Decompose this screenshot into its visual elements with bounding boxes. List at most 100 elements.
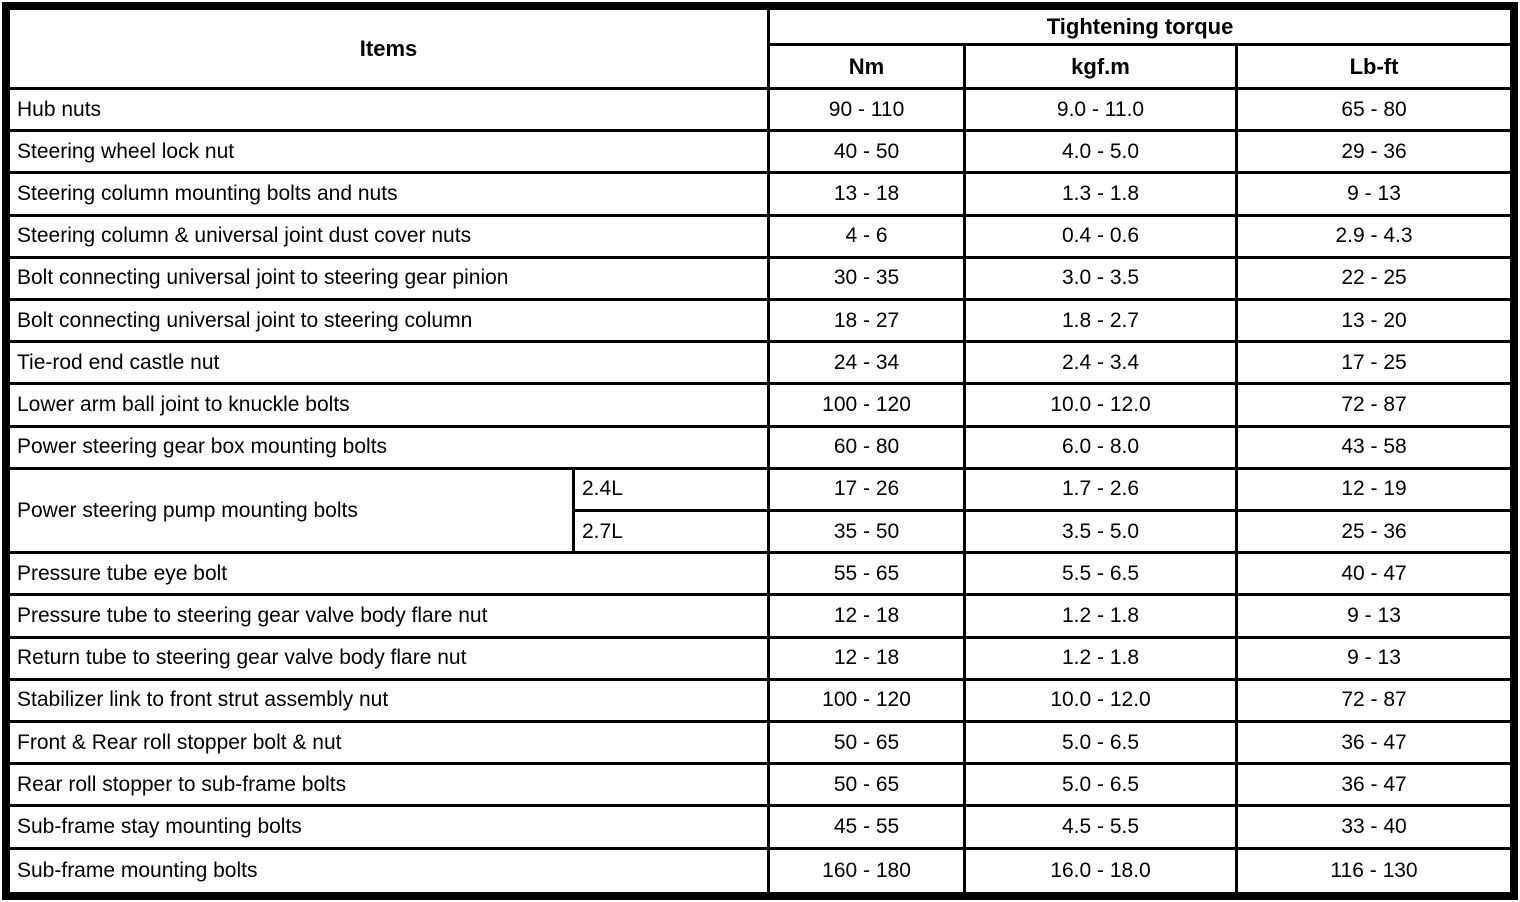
nm-value-cell: 12 - 18 <box>770 638 967 681</box>
kgfm-value-cell: 3.5 - 5.0 <box>966 512 1239 555</box>
lbft-value-cell: 9 - 13 <box>1238 639 1511 681</box>
item-cell: Bolt connecting universal joint to steer… <box>10 258 771 302</box>
nm-value-cell: 45 - 55 <box>770 807 967 850</box>
table-row: Tie-rod end castle nut 24 - 34 2.4 - 3.4… <box>10 343 1511 386</box>
lbft-value-cell: 33 - 40 <box>1238 807 1511 850</box>
item-cell: Lower arm ball joint to knuckle bolts <box>10 385 771 428</box>
kgfm-value-cell: 0.4 - 0.6 <box>966 216 1239 259</box>
nm-value-cell: 90 - 110 <box>770 90 967 133</box>
tightening-torque-header: Tightening torque <box>770 10 1511 46</box>
kgfm-value-cell: 6.0 - 8.0 <box>966 427 1239 470</box>
lbft-value-cell: 9 - 13 <box>1238 174 1511 217</box>
nm-value-cell: 160 - 180 <box>770 849 967 892</box>
table-row: Power steering gear box mounting bolts 6… <box>10 427 1511 470</box>
lbft-value-cell: 65 - 80 <box>1238 90 1511 133</box>
item-cell: Return tube to steering gear valve body … <box>10 638 771 681</box>
nm-value-cell: 100 - 120 <box>770 385 967 428</box>
table-row: Rear roll stopper to sub-frame bolts 50 … <box>10 765 1511 808</box>
nm-value-cell: 17 - 26 <box>770 469 967 513</box>
table-row: Power steering pump mounting bolts 2.4L … <box>10 469 1511 555</box>
nm-value-cell: 24 - 34 <box>770 343 967 386</box>
nm-value-cell: 4 - 6 <box>770 216 967 259</box>
nm-value-cell: 60 - 80 <box>770 427 967 470</box>
lbft-value-cell: 22 - 25 <box>1238 259 1511 302</box>
lbft-value-cell: 25 - 36 <box>1238 512 1511 555</box>
table-row: Pressure tube to steering gear valve bod… <box>10 596 1511 639</box>
kgfm-value-cell: 10.0 - 12.0 <box>966 680 1239 724</box>
item-cell: Stabilizer link to front strut assembly … <box>10 680 771 724</box>
table-row: Lower arm ball joint to knuckle bolts 10… <box>10 385 1511 428</box>
engine-variant-cell: 2.7L <box>575 512 771 555</box>
engine-variant-cell: 2.4L <box>575 469 771 513</box>
item-cell: Hub nuts <box>10 90 771 133</box>
unit-header-kgfm: kgf.m <box>966 46 1239 90</box>
item-cell: Power steering gear box mounting bolts <box>10 427 771 470</box>
item-cell: Sub-frame stay mounting bolts <box>10 807 771 850</box>
table-row: Sub-frame mounting bolts 160 - 180 16.0 … <box>10 849 1510 892</box>
lbft-value-cell: 2.9 - 4.3 <box>1238 217 1511 259</box>
kgfm-value-cell: 4.0 - 5.0 <box>966 132 1239 175</box>
lbft-value-cell: 72 - 87 <box>1238 385 1511 428</box>
kgfm-value-cell: 1.7 - 2.6 <box>966 469 1239 513</box>
lbft-value-cell: 17 - 25 <box>1238 343 1511 386</box>
lbft-value-cell: 116 - 130 <box>1330 858 1418 882</box>
nm-value-cell: 40 - 50 <box>770 132 967 175</box>
kgfm-value-cell: 1.2 - 1.8 <box>966 596 1239 639</box>
lbft-value-cell: 72 - 87 <box>1238 681 1511 724</box>
item-cell: Bolt connecting universal joint to steer… <box>10 301 771 344</box>
table-row: Pressure tube eye bolt 55 - 65 5.5 - 6.5… <box>10 554 1511 597</box>
table-row: Hub nuts 90 - 110 9.0 - 11.0 65 - 80 <box>10 90 1511 133</box>
kgfm-value-cell: 1.2 - 1.8 <box>966 638 1239 681</box>
lbft-value-cell: 29 - 36 <box>1238 132 1511 175</box>
item-cell: Steering wheel lock nut <box>10 132 771 175</box>
unit-header-nm: Nm <box>770 46 967 90</box>
table-row: Steering column mounting bolts and nuts … <box>10 174 1511 217</box>
nm-value-cell: 35 - 50 <box>770 512 967 555</box>
header-row-top: Items Tightening torque <box>10 10 1511 90</box>
table-row: Bolt connecting universal joint to steer… <box>10 301 1511 344</box>
kgfm-value-cell: 9.0 - 11.0 <box>966 90 1239 133</box>
table-row: Return tube to steering gear valve body … <box>10 638 1511 681</box>
table-row: 2.7L 35 - 50 3.5 - 5.0 25 - 36 <box>10 512 1511 555</box>
lbft-value-cell: 13 - 20 <box>1238 301 1511 344</box>
item-cell: Sub-frame mounting bolts <box>10 849 771 892</box>
item-cell: Power steering pump mounting bolts <box>10 469 575 555</box>
kgfm-value-cell: 5.0 - 6.5 <box>966 765 1239 808</box>
item-cell: Front & Rear roll stopper bolt & nut <box>10 723 771 766</box>
items-header: Items <box>10 10 771 90</box>
nm-value-cell: 100 - 120 <box>770 680 967 724</box>
lbft-value-cell: 40 - 47 <box>1238 554 1511 597</box>
kgfm-value-cell: 5.5 - 6.5 <box>966 554 1239 597</box>
table-row: Bolt connecting universal joint to steer… <box>10 258 1511 302</box>
header-row-units: Nm kgf.m Lb-ft <box>10 46 1511 90</box>
nm-value-cell: 12 - 18 <box>770 596 967 639</box>
table-row: Steering wheel lock nut 40 - 50 4.0 - 5.… <box>10 132 1511 175</box>
item-cell: Pressure tube to steering gear valve bod… <box>10 596 771 639</box>
nm-value-cell: 50 - 65 <box>770 723 967 766</box>
lbft-value-cell: 43 - 58 <box>1238 428 1511 470</box>
kgfm-value-cell: 10.0 - 12.0 <box>966 385 1239 428</box>
item-cell: Pressure tube eye bolt <box>10 554 771 597</box>
item-cell: Tie-rod end castle nut <box>10 343 771 386</box>
item-cell: Steering column & universal joint dust c… <box>10 216 771 259</box>
item-cell: Steering column mounting bolts and nuts <box>10 174 771 217</box>
kgfm-value-cell: 4.5 - 5.5 <box>966 807 1239 850</box>
kgfm-value-cell: 1.8 - 2.7 <box>966 301 1239 344</box>
lbft-value-cell: 36 - 47 <box>1238 765 1511 808</box>
lbft-value-cell: 9 - 13 <box>1238 596 1511 639</box>
kgfm-value-cell: 3.0 - 3.5 <box>966 258 1239 302</box>
nm-value-cell: 30 - 35 <box>770 258 967 302</box>
kgfm-value-cell: 5.0 - 6.5 <box>966 723 1239 766</box>
unit-header-lbft: Lb-ft <box>1238 46 1511 90</box>
table-row: Sub-frame stay mounting bolts 45 - 55 4.… <box>10 807 1511 850</box>
lbft-value-cell: 36 - 47 <box>1238 723 1511 766</box>
table-row: Stabilizer link to front strut assembly … <box>10 680 1511 724</box>
nm-value-cell: 55 - 65 <box>770 554 967 597</box>
kgfm-value-cell: 16.0 - 18.0 <box>966 849 1239 892</box>
kgfm-value-cell: 2.4 - 3.4 <box>966 343 1239 386</box>
kgfm-value-cell: 1.3 - 1.8 <box>966 174 1239 217</box>
table-row: Front & Rear roll stopper bolt & nut 50 … <box>10 723 1511 766</box>
table-row: Steering column & universal joint dust c… <box>10 216 1511 259</box>
lbft-value-cell: 12 - 19 <box>1238 470 1511 513</box>
